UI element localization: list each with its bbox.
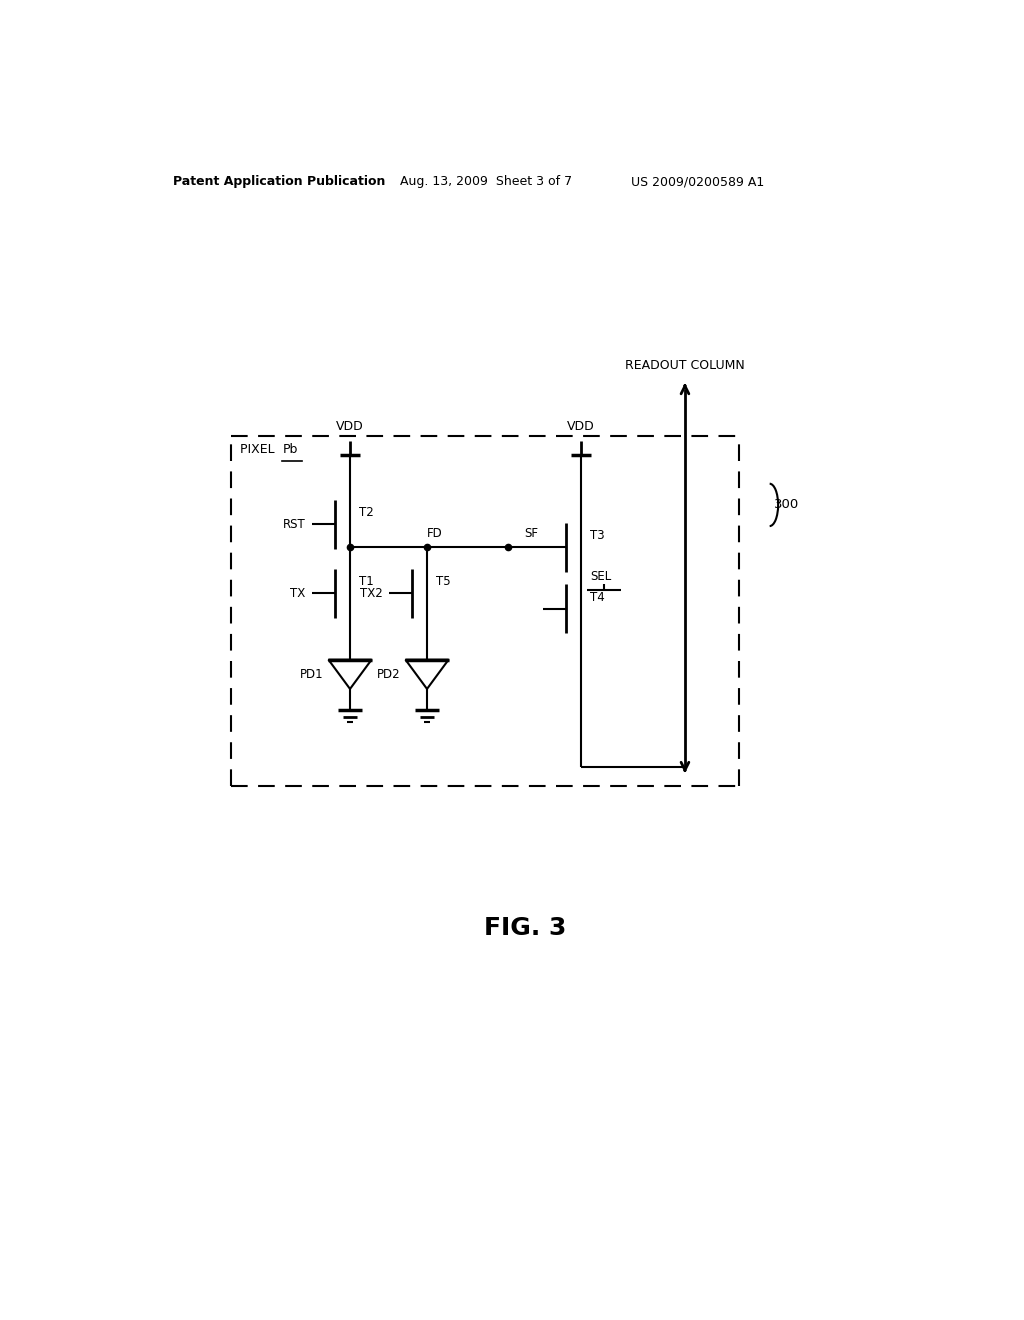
Text: US 2009/0200589 A1: US 2009/0200589 A1 [631,176,764,189]
Text: VDD: VDD [336,420,364,433]
Text: TX2: TX2 [359,587,382,601]
Text: TX: TX [290,587,305,601]
Text: PIXEL: PIXEL [240,444,279,457]
Text: Patent Application Publication: Patent Application Publication [173,176,385,189]
Text: RST: RST [283,517,305,531]
Text: Aug. 13, 2009  Sheet 3 of 7: Aug. 13, 2009 Sheet 3 of 7 [400,176,572,189]
Text: READOUT COLUMN: READOUT COLUMN [625,359,744,372]
Text: VDD: VDD [567,420,595,433]
Text: FIG. 3: FIG. 3 [483,916,566,940]
Text: SEL: SEL [590,570,611,583]
Text: PD2: PD2 [377,668,400,681]
Text: T5: T5 [436,576,451,589]
Text: Pb: Pb [283,444,298,457]
Text: PD1: PD1 [299,668,323,681]
Text: T1: T1 [359,576,374,589]
Text: T4: T4 [590,591,605,603]
Text: T3: T3 [590,529,605,543]
Text: SF: SF [524,527,539,540]
Text: FD: FD [427,527,442,540]
Text: T2: T2 [359,506,374,519]
Text: 300: 300 [773,499,799,511]
